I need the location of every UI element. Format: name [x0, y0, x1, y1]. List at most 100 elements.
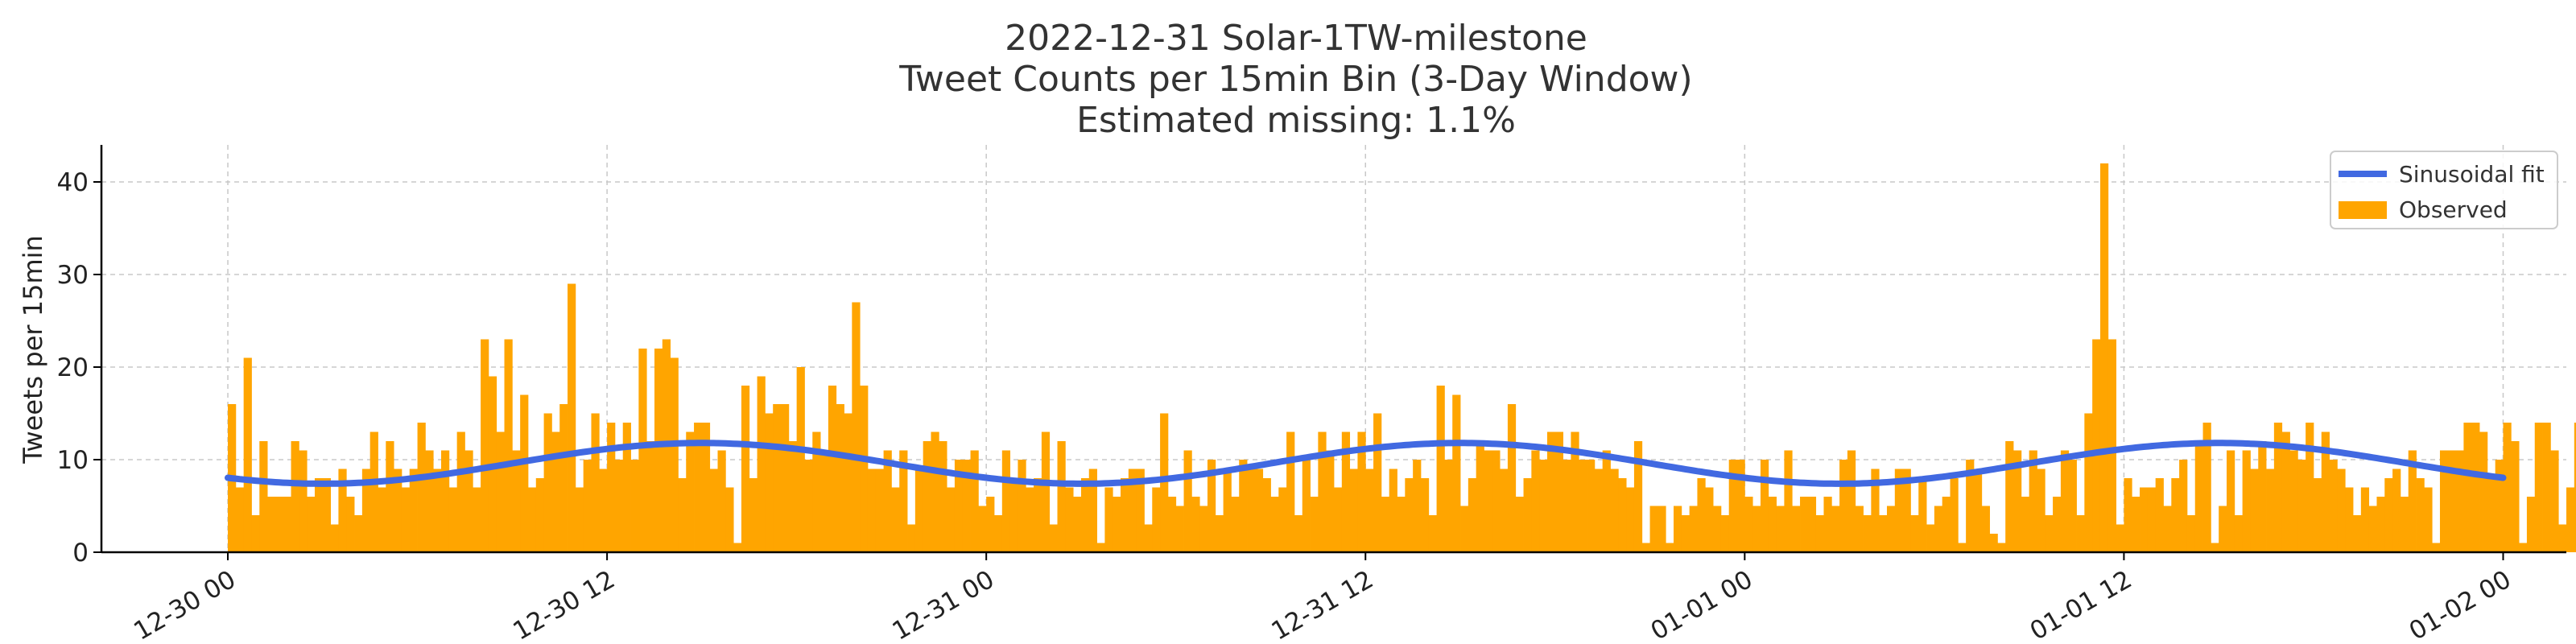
bar — [1674, 506, 1682, 552]
bar — [322, 478, 332, 552]
bar — [543, 413, 552, 552]
bar — [1318, 431, 1327, 552]
bar — [1800, 497, 1809, 552]
bar — [2124, 478, 2132, 552]
bar — [535, 478, 544, 552]
bar — [1689, 506, 1698, 552]
bar — [1587, 460, 1596, 552]
bar — [1397, 497, 1406, 552]
bar — [1152, 487, 1161, 552]
bar — [378, 487, 386, 552]
bar — [1610, 469, 1619, 552]
bar — [1926, 524, 1935, 552]
bar — [1034, 478, 1042, 552]
bar — [2353, 515, 2362, 552]
bar — [773, 404, 782, 552]
bar — [614, 460, 624, 552]
bar — [1088, 469, 1097, 552]
bar — [568, 283, 576, 552]
bar — [1863, 515, 1872, 552]
bar — [2171, 478, 2180, 552]
bar — [369, 431, 378, 552]
bar — [2368, 506, 2377, 552]
bar — [678, 478, 687, 552]
bar — [1452, 394, 1461, 552]
bar — [812, 431, 821, 552]
bar — [504, 339, 513, 552]
bar — [2234, 515, 2244, 552]
bar — [867, 469, 877, 552]
bar — [1104, 487, 1113, 552]
bar — [2132, 497, 2140, 552]
bar — [2534, 423, 2543, 552]
line-series-sinusoidal-fit — [225, 440, 2507, 487]
bar — [1626, 487, 1635, 552]
bar — [1334, 487, 1343, 552]
bar — [717, 450, 726, 552]
bar — [2376, 497, 2385, 552]
bar — [1160, 413, 1169, 552]
bar — [1405, 478, 1414, 552]
bar — [1966, 460, 1975, 552]
bar — [1744, 497, 1753, 552]
bar — [291, 441, 299, 552]
bar — [1310, 497, 1319, 552]
bar — [1175, 506, 1184, 552]
bar — [2360, 487, 2370, 552]
bar — [1365, 469, 1374, 552]
chart-title-line-2: Tweet Counts per 15min Bin (3-Day Window… — [898, 59, 1692, 100]
bar — [583, 460, 592, 552]
axes — [93, 145, 2566, 560]
bar — [899, 450, 908, 552]
bar — [796, 367, 805, 552]
bar — [2479, 431, 2488, 552]
bar — [2211, 543, 2219, 552]
bar — [1594, 469, 1604, 552]
bar — [733, 543, 742, 552]
bar — [1894, 469, 1904, 552]
bar — [394, 469, 402, 552]
bar — [1713, 506, 1722, 552]
y-tick-labels: 0 10 20 30 40 — [57, 168, 89, 568]
bar — [1752, 506, 1761, 552]
bar — [1136, 469, 1145, 552]
bar — [607, 423, 616, 552]
y-tick-label: 30 — [57, 261, 89, 290]
bar — [1515, 497, 1524, 552]
bar — [820, 450, 829, 552]
bar — [2219, 506, 2227, 552]
bar — [2306, 423, 2314, 552]
bar — [1215, 515, 1224, 552]
bar — [2424, 487, 2433, 552]
bar — [2455, 450, 2464, 552]
bar — [2163, 506, 2172, 552]
bar — [1879, 515, 1888, 552]
bar — [2107, 339, 2116, 552]
bar — [599, 469, 608, 552]
bar — [2084, 413, 2093, 552]
bar — [2503, 423, 2512, 552]
bar — [346, 497, 355, 552]
bar — [2463, 423, 2472, 552]
y-tick-label: 0 — [72, 539, 89, 568]
bar — [781, 404, 790, 552]
bar — [314, 478, 324, 552]
bar — [338, 469, 347, 552]
bar — [456, 431, 465, 552]
bar — [2076, 515, 2085, 552]
bar — [2511, 441, 2520, 552]
bar — [1381, 497, 1390, 552]
bar — [1902, 469, 1911, 552]
bar — [1728, 460, 1737, 552]
bar — [2029, 450, 2037, 552]
y-tick-label: 40 — [57, 168, 89, 197]
bar — [1413, 460, 1422, 552]
bar — [2408, 450, 2417, 552]
bar — [267, 497, 276, 552]
bar — [1113, 497, 1121, 552]
bar-series-observed — [228, 163, 2576, 552]
bar — [1807, 497, 1817, 552]
bar — [1080, 478, 1090, 552]
bar — [1934, 506, 1943, 552]
